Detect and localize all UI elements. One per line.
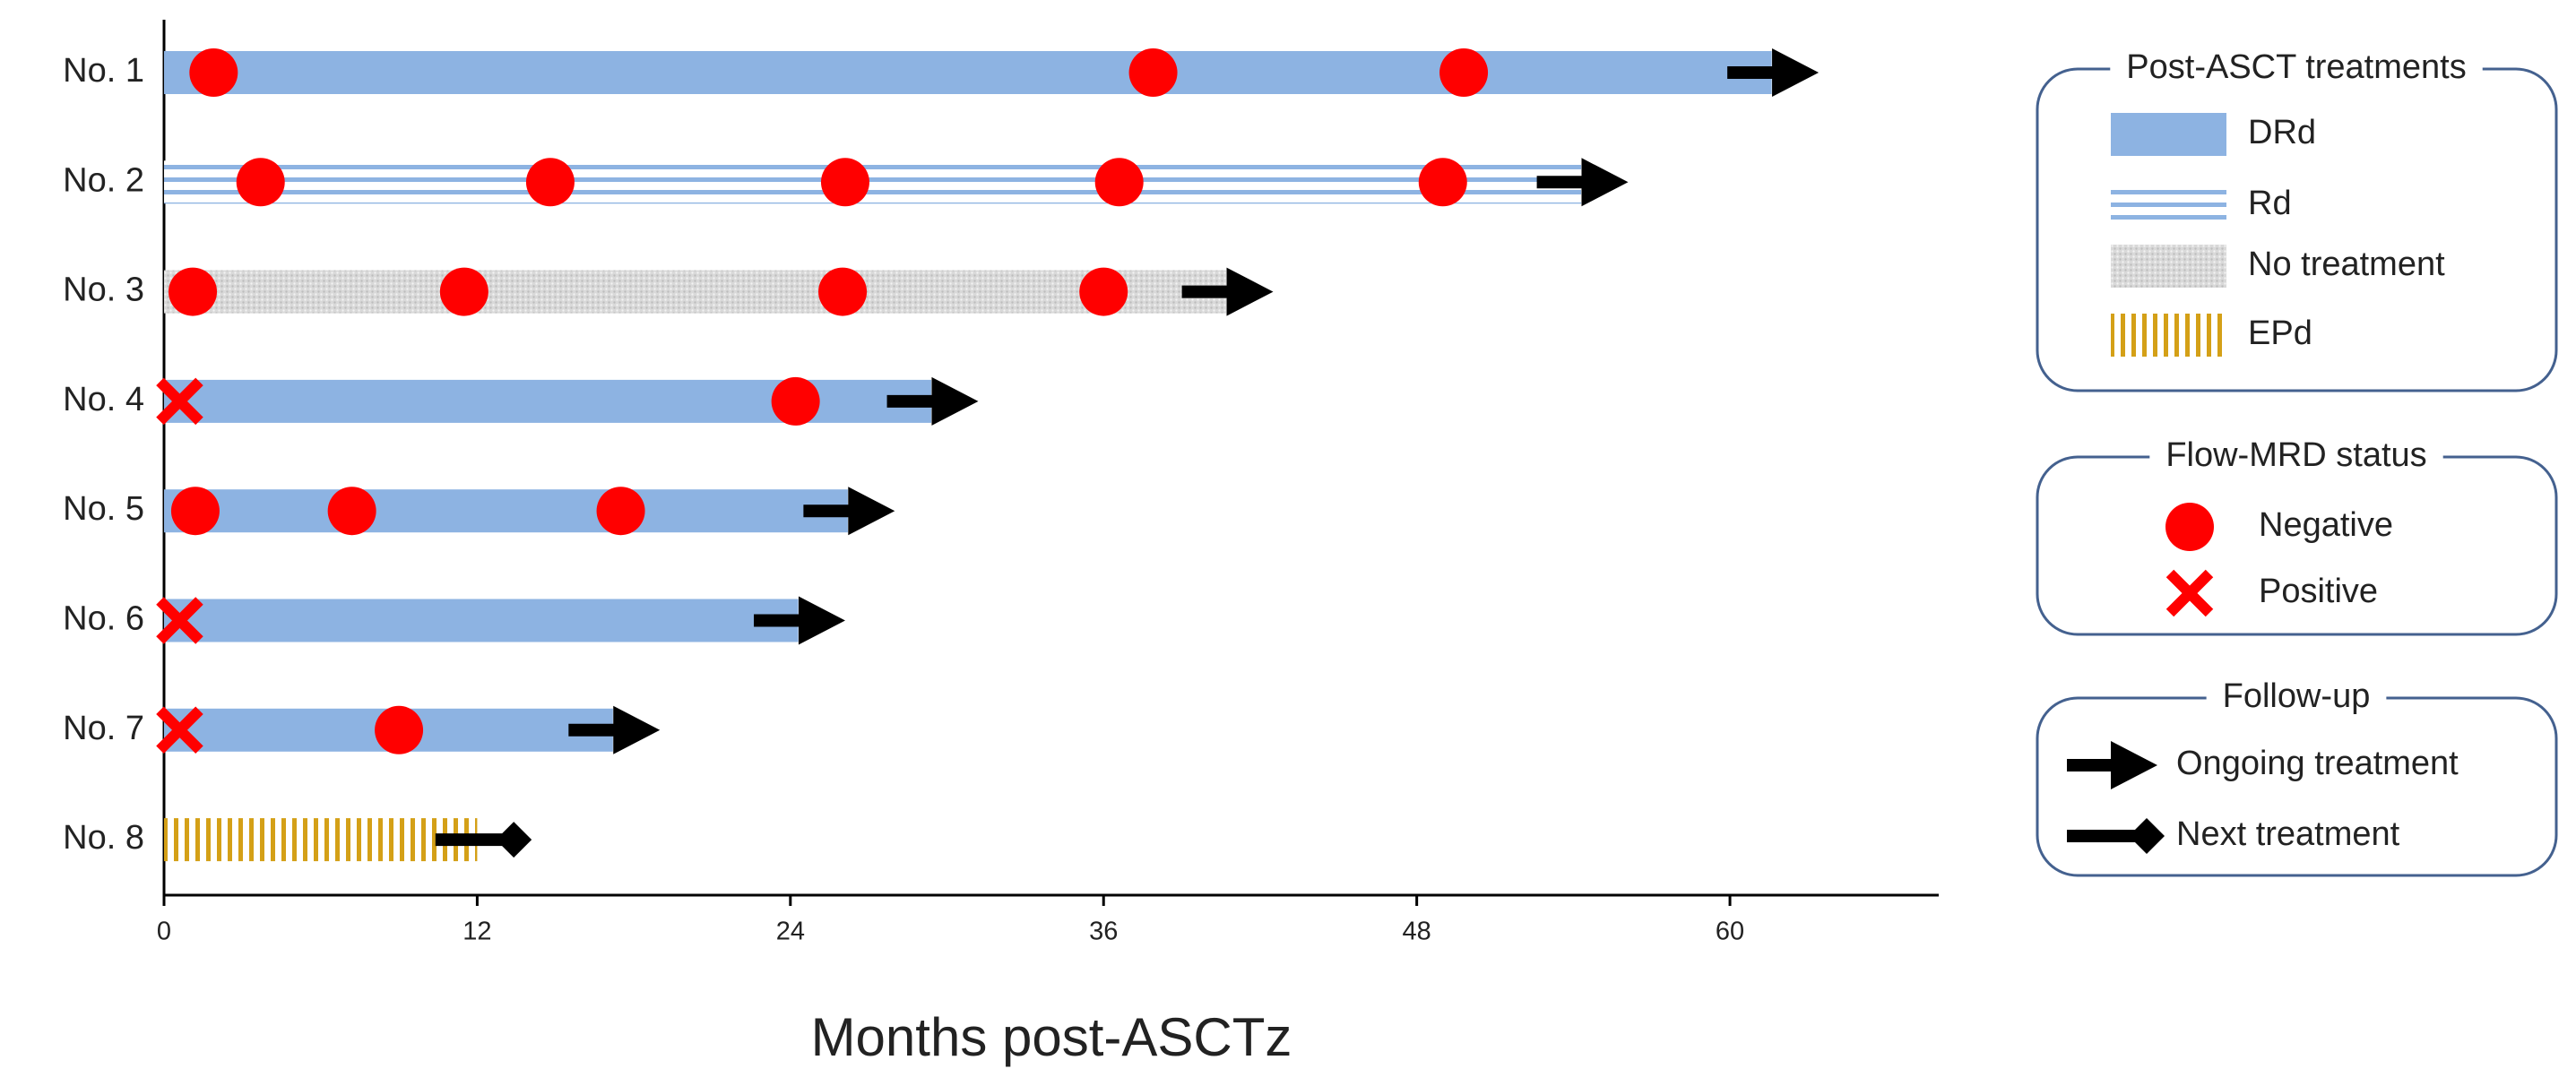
treatment-bar — [164, 489, 848, 533]
legend-title-bg — [2149, 453, 2443, 461]
x-tick-label: 60 — [1716, 918, 1744, 946]
follow-up-arrow — [1181, 267, 1274, 316]
mrd-negative — [1094, 158, 1144, 207]
mrd-negative — [1418, 158, 1467, 207]
patient-label: No. 6 — [63, 600, 144, 638]
legend-title-bg — [2206, 694, 2387, 702]
legend-label: Ongoing treatment — [2176, 745, 2459, 782]
mrd-positive — [156, 597, 203, 644]
follow-up-arrow — [754, 596, 845, 645]
patient-label: No. 8 — [63, 819, 144, 857]
follow-up-arrow — [886, 376, 979, 426]
mrd-negative — [1128, 48, 1178, 97]
legend-title: Follow-up — [2223, 677, 2371, 715]
mrd-positive — [156, 706, 203, 754]
patient-label: No. 2 — [63, 161, 144, 199]
mrd-negative — [818, 267, 868, 316]
patient-label: No. 4 — [63, 381, 144, 418]
mrd-negative — [820, 158, 869, 207]
legend-swatch — [2111, 245, 2226, 288]
follow-up-arrow — [803, 487, 895, 536]
mrd-negative — [327, 487, 376, 536]
legend-label: Positive — [2259, 573, 2378, 610]
mrd-negative — [1079, 267, 1128, 316]
mrd-negative — [169, 267, 218, 316]
legend-swatch — [2111, 184, 2226, 227]
x-tick-label: 48 — [1403, 918, 1431, 946]
follow-up-diamond — [435, 822, 532, 858]
legend-title-bg — [2110, 65, 2483, 73]
treatment-bar — [164, 51, 1772, 94]
patient-label: No. 3 — [63, 272, 144, 309]
patient-label: No. 1 — [63, 52, 144, 90]
mrd-negative — [236, 158, 285, 207]
legend-swatch — [2111, 314, 2226, 357]
legend-label: No treatment — [2248, 246, 2445, 283]
patient-label: No. 5 — [63, 490, 144, 528]
legend-label: EPd — [2248, 315, 2312, 352]
legend-label: DRd — [2248, 114, 2316, 151]
mrd-negative — [1439, 48, 1489, 97]
treatment-bar — [164, 160, 1582, 204]
follow-up-arrow — [1536, 158, 1629, 207]
legend-marker — [2165, 569, 2214, 617]
mrd-negative — [189, 48, 238, 97]
legend-swatch — [2111, 113, 2226, 156]
legend-title: Post-ASCT treatments — [2126, 48, 2466, 86]
x-tick-label: 36 — [1089, 918, 1118, 946]
legend-marker — [2165, 503, 2214, 551]
mrd-negative — [525, 158, 575, 207]
mrd-negative — [375, 705, 424, 754]
treatment-bar — [164, 270, 1227, 314]
x-tick-label: 12 — [462, 918, 491, 946]
x-tick-label: 24 — [776, 918, 805, 946]
treatment-bar — [164, 818, 478, 862]
legend-title: Flow-MRD status — [2165, 436, 2426, 474]
x-axis-label: Months post-ASCTz — [811, 1007, 1292, 1067]
follow-up-arrow — [568, 705, 661, 754]
mrd-negative — [170, 487, 220, 536]
mrd-negative — [771, 376, 820, 426]
treatment-bar — [164, 599, 799, 642]
legend-label: Negative — [2259, 506, 2393, 544]
follow-up-arrow — [1727, 48, 1820, 97]
legend-label: Rd — [2248, 185, 2292, 222]
patient-label: No. 7 — [63, 710, 144, 747]
legend-label: Next treatment — [2176, 815, 2400, 853]
legend-marker — [2067, 818, 2165, 854]
x-tick-label: 0 — [157, 918, 171, 946]
legend-marker — [2067, 741, 2157, 789]
mrd-positive — [156, 377, 203, 426]
mrd-negative — [596, 487, 645, 536]
mrd-negative — [439, 267, 488, 316]
